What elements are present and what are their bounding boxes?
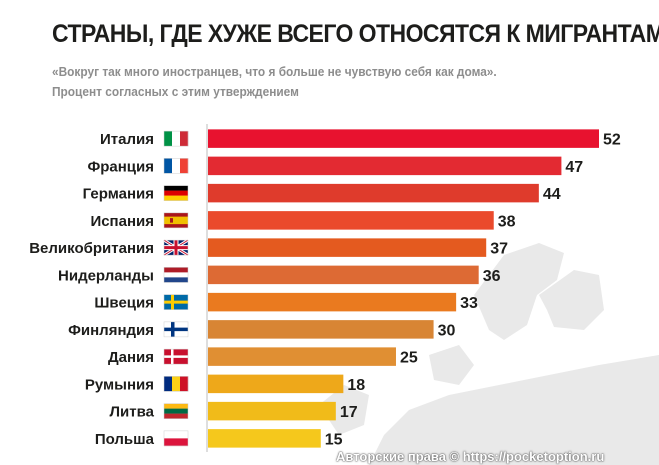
bar xyxy=(208,401,336,421)
category-label: Германия xyxy=(83,186,154,203)
bar xyxy=(208,347,396,366)
romania-flag xyxy=(163,376,189,392)
spain-flag xyxy=(163,212,189,229)
category-label: Швеция xyxy=(94,295,154,312)
poland-flag xyxy=(163,430,189,447)
chart-subtitle-quote: «Вокруг так много иностранцев, что я бол… xyxy=(52,65,497,79)
sweden-flag xyxy=(163,294,189,310)
bar xyxy=(208,374,344,394)
bar xyxy=(208,265,479,285)
italy-flag xyxy=(163,130,189,147)
data-label: 30 xyxy=(438,322,456,339)
data-label: 36 xyxy=(483,268,501,285)
france-flag xyxy=(163,158,189,174)
category-label: Литва xyxy=(110,404,155,421)
category-label: Испания xyxy=(90,213,154,230)
data-label: 15 xyxy=(325,431,343,448)
europe-map-background xyxy=(319,243,659,465)
bar xyxy=(208,211,494,230)
category-label: Нидерланды xyxy=(58,267,154,284)
denmark-flag xyxy=(163,348,189,365)
category-label: Финляндия xyxy=(68,322,154,339)
bar xyxy=(208,183,539,203)
copyright-watermark: Авторские права © https://pocketoption.r… xyxy=(336,449,605,464)
lithuania-flag xyxy=(163,403,189,419)
category-label: Польша xyxy=(95,431,155,448)
data-label: 47 xyxy=(565,159,583,176)
category-label: Дания xyxy=(108,349,154,366)
data-label: 17 xyxy=(340,404,358,421)
data-label: 52 xyxy=(603,132,621,149)
bar xyxy=(208,129,599,148)
finland-flag xyxy=(163,321,189,338)
bar xyxy=(208,292,457,312)
uk-flag xyxy=(163,238,189,257)
data-label: 18 xyxy=(347,377,365,394)
germany-flag xyxy=(163,185,189,201)
bar xyxy=(208,156,562,176)
category-label: Франция xyxy=(87,158,154,175)
data-label: 38 xyxy=(498,213,516,230)
category-label: Румыния xyxy=(85,376,154,393)
netherlands-flag xyxy=(163,267,189,283)
bar xyxy=(208,320,434,339)
bar xyxy=(208,238,487,257)
data-label: 25 xyxy=(400,350,418,367)
data-label: 44 xyxy=(543,186,561,203)
category-label: Великобритания xyxy=(29,240,154,257)
category-label: Италия xyxy=(100,131,154,148)
data-label: 37 xyxy=(490,241,508,258)
chart-title: СТРАНЫ, ГДЕ ХУЖЕ ВСЕГО ОТНОСЯТСЯ К МИГРА… xyxy=(52,20,659,48)
bar xyxy=(208,429,321,448)
data-label: 33 xyxy=(460,295,478,312)
chart-subtitle-description: Процент согласных с этим утверждением xyxy=(52,85,299,99)
